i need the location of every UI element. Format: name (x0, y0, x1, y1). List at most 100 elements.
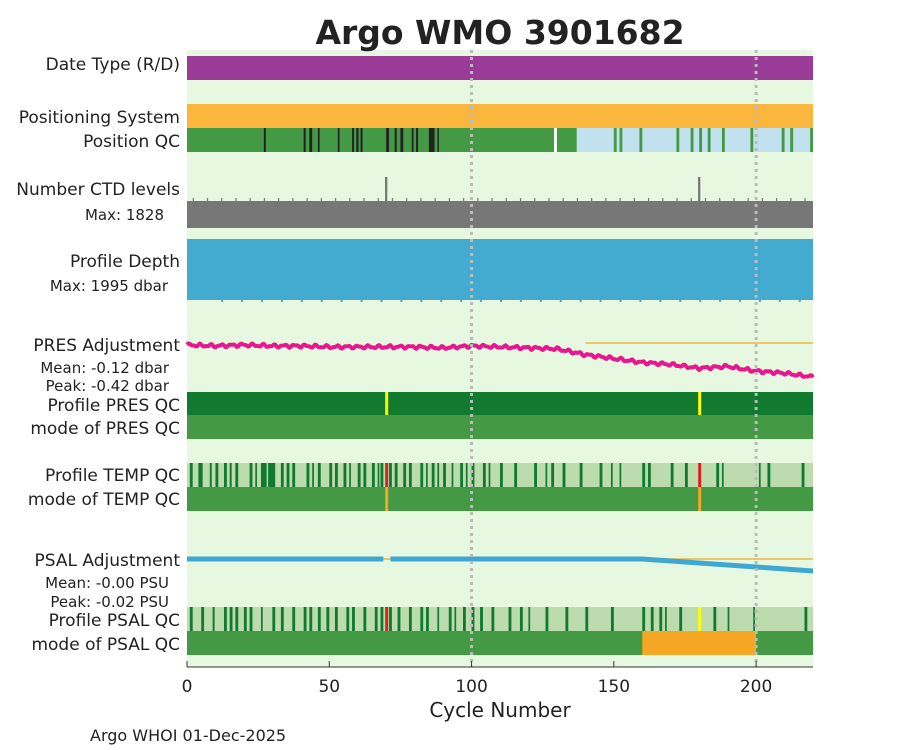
ctd-levels-tick (662, 198, 664, 201)
ctd-levels-tick (733, 198, 735, 201)
profile-psal-qc-dark-tick (454, 607, 457, 631)
row-label-profile-depth: Profile Depth (70, 252, 180, 272)
profile-pres-qc-band (187, 392, 813, 415)
profile-depth-tick (539, 300, 542, 302)
profile-temp-qc-flag (385, 463, 389, 487)
row-label-mode-pres-qc: mode of PRES QC (30, 419, 180, 439)
profile-psal-qc-dark-tick (408, 607, 412, 631)
ctd-levels-tick (463, 198, 465, 201)
profile-depth-tick (639, 300, 642, 302)
profile-temp-qc-dark-tick (420, 463, 424, 487)
profile-depth-tick (480, 300, 483, 302)
profile-psal-qc-dark-tick (346, 607, 350, 631)
profile-psal-qc-dark-tick (426, 607, 429, 631)
profile-depth-tick (260, 300, 263, 302)
pres-adjustment-line (185, 341, 815, 379)
profile-temp-qc-dark-tick (437, 463, 440, 487)
ctd-levels-tick (320, 198, 322, 201)
ctd-levels-max-label: Max: 1828 (85, 206, 164, 224)
profile-temp-qc-dark-tick (551, 463, 555, 487)
positioning-system-band (187, 104, 813, 128)
pres-adjustment-mean-label: Mean: -0.12 dbar (40, 359, 170, 377)
profile-psal-qc-dark-tick (448, 607, 452, 631)
profile-temp-qc-dark-tick (426, 463, 428, 487)
row-label-profile-temp-qc: Profile TEMP QC (45, 466, 180, 486)
position-qc-good-tick (810, 128, 813, 152)
ctd-levels-tick (221, 198, 223, 201)
profile-temp-qc-dark-tick (349, 463, 351, 487)
profile-psal-qc-dark-tick (804, 607, 808, 631)
profile-depth-tick (460, 300, 463, 302)
position-qc-dark-tick (394, 128, 397, 152)
profile-temp-qc-dark-tick (334, 463, 338, 487)
profile-temp-qc-dark-tick (670, 463, 674, 487)
profile-depth-tick (659, 300, 662, 302)
profile-depth-tick (380, 300, 383, 302)
ctd-levels-tick (377, 198, 379, 201)
profile-temp-qc-dark-tick (482, 463, 486, 487)
mode-temp-qc-flag (385, 487, 389, 511)
profile-temp-qc-dark-tick (189, 463, 193, 487)
profile-depth-tick (579, 300, 582, 302)
row-label-positioning-system: Positioning System (19, 108, 180, 128)
profile-psal-qc-dark-tick (397, 607, 401, 631)
profile-temp-qc-dark-tick (403, 463, 407, 487)
ctd-levels-tick (704, 198, 707, 201)
ctd-levels-tick (206, 198, 209, 201)
profile-temp-qc-dark-tick (465, 463, 468, 487)
profile-depth-tick (300, 300, 303, 302)
profile-psal-qc-dark-tick (243, 607, 247, 631)
row-label-mode-psal-qc: mode of PSAL QC (31, 635, 180, 655)
ctd-levels-spike (698, 177, 701, 201)
profile-temp-qc-dark-tick (514, 463, 518, 487)
row-label-psal-adjustment: PSAL Adjustment (35, 551, 181, 571)
profile-psal-qc-dark-tick (565, 607, 569, 631)
position-qc-good-tick (619, 128, 623, 152)
profile-psal-qc-dark-tick (380, 607, 384, 631)
x-axis-label: Cycle Number (429, 698, 571, 722)
profile-temp-qc-dark-tick (312, 463, 314, 487)
profile-psal-qc-dark-tick (679, 607, 683, 631)
profile-depth-band (187, 239, 813, 300)
ctd-levels-tick (591, 198, 593, 201)
profile-psal-qc-dark-tick (753, 607, 755, 631)
profile-temp-qc-dark-tick (268, 463, 276, 487)
profile-temp-qc-dark-tick (292, 463, 296, 487)
ctd-levels-tick (334, 198, 337, 201)
position-qc-dark-tick (303, 128, 306, 152)
profile-depth-tick (519, 300, 522, 302)
profile-temp-qc-dark-tick (767, 463, 771, 487)
psal-adjustment-line-b (390, 556, 814, 574)
profile-depth-tick (440, 300, 443, 302)
footer-label: Argo WHOI 01-Dec-2025 (90, 726, 286, 745)
profile-temp-qc-dark-tick (721, 463, 724, 487)
ctd-levels-tick (363, 198, 365, 201)
profile-psal-qc-dark-tick (201, 607, 205, 631)
position-qc-dark-tick (428, 128, 435, 152)
x-tick-label: 200 (740, 677, 772, 697)
date-type-band (187, 56, 813, 80)
profile-psal-qc-dark-tick (235, 607, 239, 631)
position-qc-missing (576, 128, 813, 152)
profile-psal-qc-dark-tick (420, 607, 424, 631)
profile-temp-qc-dark-tick (235, 463, 239, 487)
profile-psal-qc-dark-tick (665, 607, 667, 631)
ctd-levels-tick (477, 198, 479, 201)
ctd-levels-tick (619, 198, 621, 201)
position-qc-good-tick (781, 128, 785, 152)
profile-temp-qc-dark-tick (451, 463, 454, 487)
mode-temp-qc-flag (698, 487, 702, 511)
profile-psal-qc-dark-tick (303, 607, 307, 631)
profile-depth-tick (241, 300, 244, 302)
x-tick-label: 0 (182, 677, 193, 697)
profile-psal-qc-dark-tick (642, 607, 646, 631)
profile-psal-qc-dark-tick (480, 607, 483, 631)
ctd-levels-tick (761, 198, 763, 201)
profile-depth-tick (360, 300, 363, 302)
ctd-levels-tick (519, 198, 522, 201)
profile-temp-qc-dark-tick (599, 463, 603, 487)
psal-adjustment-peak-label: Peak: -0.02 PSU (50, 593, 169, 611)
ctd-levels-tick (804, 198, 806, 201)
ctd-levels-tick (647, 198, 650, 201)
